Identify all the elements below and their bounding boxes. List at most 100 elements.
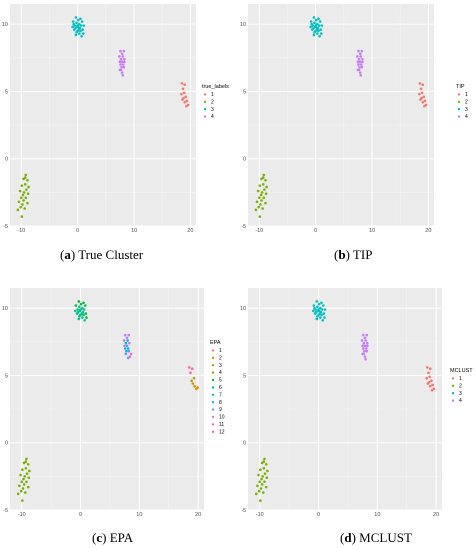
data-point	[310, 22, 313, 26]
data-point	[312, 16, 316, 19]
data-point	[366, 344, 369, 348]
data-point	[72, 22, 75, 26]
data-point	[123, 347, 127, 350]
data-point	[26, 462, 30, 466]
data-point	[16, 208, 20, 212]
data-point	[78, 32, 81, 35]
data-point	[24, 196, 28, 200]
y-tick-label: -5	[241, 508, 246, 514]
data-point	[82, 301, 85, 305]
data-point	[314, 25, 318, 29]
data-point	[263, 480, 266, 484]
y-tick-label: 0	[243, 157, 246, 163]
data-point	[121, 74, 125, 77]
data-point	[320, 301, 323, 305]
legend-key	[211, 401, 215, 404]
data-point	[120, 71, 124, 74]
data-point	[254, 208, 258, 212]
legend-key	[211, 430, 215, 433]
data-point	[312, 33, 316, 37]
legend-label: 1	[459, 376, 462, 382]
data-point	[259, 499, 262, 502]
data-point	[263, 188, 266, 191]
data-point	[26, 485, 30, 489]
data-point	[319, 28, 323, 31]
data-point	[27, 185, 30, 189]
legend-label: 8	[219, 400, 222, 406]
legend-key	[451, 384, 455, 387]
data-point	[260, 461, 264, 465]
data-point	[121, 55, 125, 58]
caption-d: (d) MCLUST	[340, 530, 412, 545]
data-point	[426, 382, 430, 385]
y-tick-label: 5	[5, 89, 8, 95]
data-point	[361, 57, 364, 61]
legend-label: 1	[211, 92, 214, 98]
legend-key	[451, 392, 455, 395]
data-point	[318, 20, 322, 23]
data-point	[419, 87, 423, 91]
data-point	[356, 60, 360, 64]
data-point	[23, 176, 27, 179]
data-point	[264, 178, 267, 182]
data-point	[126, 356, 130, 360]
data-point	[71, 20, 75, 23]
data-point	[361, 60, 364, 64]
data-point	[261, 176, 265, 179]
y-tick-label: 5	[243, 89, 246, 95]
legend-key	[211, 364, 215, 367]
data-point	[359, 74, 363, 77]
data-point	[322, 312, 326, 315]
data-point	[28, 469, 31, 473]
x-tick-label: -10	[256, 512, 264, 518]
data-point	[122, 339, 126, 342]
data-point	[83, 318, 86, 322]
data-point	[125, 344, 129, 348]
data-point	[20, 215, 24, 218]
chart-panel-true-cluster: -10 0 10 20 -5 0 5 10 true_labels 1 2 3 4	[0, 0, 238, 232]
legend-key	[457, 93, 461, 96]
data-point	[363, 344, 367, 348]
data-point	[363, 336, 367, 340]
data-point	[365, 333, 369, 337]
y-tick-label: -5	[241, 224, 246, 230]
data-point	[366, 341, 369, 345]
data-point	[358, 52, 362, 56]
data-point	[359, 55, 363, 58]
caption-a: (a) True Cluster	[60, 247, 144, 262]
data-point	[181, 87, 185, 91]
data-point	[120, 60, 124, 64]
legend-label: 4	[211, 114, 214, 120]
data-point	[78, 309, 82, 313]
data-point	[75, 30, 78, 34]
data-point	[323, 308, 327, 311]
data-point	[431, 383, 434, 387]
data-point	[359, 63, 363, 66]
y-tick-label: -5	[3, 508, 8, 514]
data-point	[81, 28, 85, 31]
data-point	[79, 24, 83, 27]
data-point	[78, 314, 81, 318]
data-point	[418, 92, 421, 96]
data-point	[196, 386, 199, 389]
data-point	[317, 24, 321, 27]
data-point	[21, 203, 24, 206]
legend-label: 11	[219, 422, 224, 428]
data-point	[81, 306, 84, 310]
data-point	[264, 192, 268, 196]
data-point	[258, 184, 262, 187]
data-point	[261, 475, 264, 478]
data-point	[122, 65, 126, 69]
y-tick-label: 10	[2, 306, 8, 312]
data-point	[71, 25, 74, 29]
x-tick-label: 10	[374, 512, 380, 518]
legend-label: 4	[459, 398, 462, 404]
legend-label: 2	[465, 99, 468, 105]
legend-label: 3	[211, 107, 214, 113]
data-point	[321, 318, 324, 322]
data-point	[313, 30, 316, 34]
data-point	[420, 91, 424, 95]
data-point	[363, 355, 367, 358]
data-point	[118, 60, 122, 64]
